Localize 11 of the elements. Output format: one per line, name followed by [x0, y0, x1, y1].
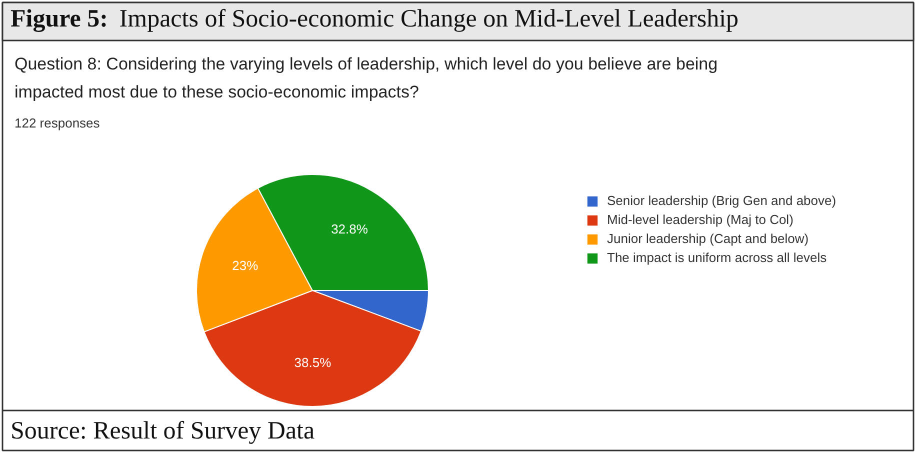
legend-label: The impact is uniform across all levels	[607, 250, 827, 265]
data-label: 32.8%	[331, 221, 368, 236]
chart-title: Figure 5: Impacts of Socio-economic Change on Mid-Level Leadership	[10, 6, 739, 32]
legend-label: Junior leadership (Capt and below)	[607, 231, 809, 246]
legend-label: Senior leadership (Brig Gen and above)	[607, 193, 836, 208]
text: 122 responses	[14, 116, 100, 130]
data-label: 38.5%	[294, 354, 332, 370]
legend-label: Mid-level leadership (Maj to Col)	[607, 212, 794, 227]
data-label: 23%	[232, 258, 259, 273]
source-note: Source: Result of Survey Data	[10, 418, 315, 444]
chart-subtitle: Question 8: Considering the varying levels of leadership, which level do you believe are being impacted most due to these socio-economic impacts?	[14, 54, 718, 102]
